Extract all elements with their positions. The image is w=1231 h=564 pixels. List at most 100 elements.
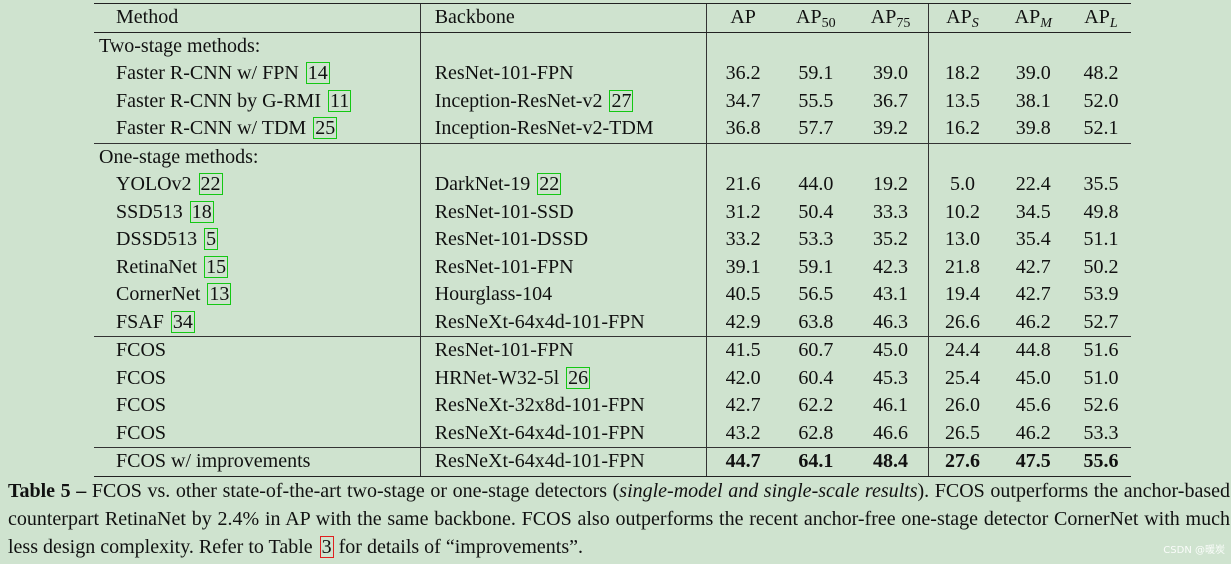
method-cell: FSAF 34 — [94, 309, 420, 337]
table-row: RetinaNet 15 ResNet-101-FPN 39.1 59.1 42.3 21… — [94, 253, 1131, 281]
citation-link[interactable]: 13 — [207, 283, 232, 305]
method-name: FCOS w/ improvements — [116, 450, 311, 472]
backbone-cell: ResNet-101-FPN — [419, 253, 707, 281]
apm-cell: 44.8 — [995, 336, 1071, 365]
aps-cell: 21.8 — [928, 253, 996, 281]
table-row: Faster R-CNN w/ TDM 25 Inception-ResNet-v… — [94, 115, 1131, 143]
table-reference-link[interactable]: 3 — [319, 535, 334, 558]
method-cell: FCOS — [94, 365, 420, 393]
results-table: Method Backbone AP AP50 AP75 APS APM APL… — [94, 3, 1131, 477]
aps-cell: 27.6 — [928, 447, 996, 477]
apl-cell: 50.2 — [1083, 255, 1119, 278]
ap50-cell: 55.5 — [798, 89, 834, 112]
method-name: DSSD513 — [116, 228, 198, 250]
apm-cell: 42.7 — [1015, 255, 1051, 278]
backbone-cell: ResNet-101-DSSD — [419, 226, 707, 254]
table-row: FCOS HRNet-W32-5l 26 42.0 60.4 45.3 25.4 45.0 5… — [94, 364, 1131, 393]
backbone-cell: Hourglass-104 — [419, 281, 707, 309]
method-cell: Faster R-CNN w/ FPN 14 — [94, 60, 420, 88]
apl-cell: 48.2 — [1083, 62, 1119, 84]
citation-link[interactable]: 11 — [328, 89, 352, 112]
table-body: Two-stage methods: Faster R-CNN w/ FPN 14… — [94, 32, 1131, 477]
method-cell: CornerNet 13 — [94, 281, 420, 309]
apm-cell: 35.4 — [1015, 228, 1051, 250]
caption-italic: single-model and single-scale results — [619, 480, 918, 502]
method-name: RetinaNet — [116, 255, 198, 278]
ap50-cell: 44.0 — [798, 173, 834, 195]
table-row: Faster R-CNN by G-RMI 11 Inception-ResNet… — [94, 87, 1131, 116]
method-cell: Faster R-CNN by G-RMI 11 — [94, 88, 420, 116]
apl-cell: 52.7 — [1083, 310, 1119, 333]
ap-cell: 36.2 — [706, 60, 779, 88]
backbone-name: ResNet-101-SSD — [434, 200, 574, 223]
ap75-cell: 43.1 — [873, 283, 909, 305]
citation-link[interactable]: 18 — [189, 200, 214, 223]
header-ap: AP — [706, 3, 779, 33]
method-cell: Faster R-CNN w/ TDM 25 — [94, 115, 420, 143]
apl-cell: 49.8 — [1083, 200, 1119, 223]
caption-label: Table 5 – — [8, 480, 87, 502]
ap-cell: 21.6 — [706, 171, 779, 199]
section-row: One-stage methods: — [94, 142, 1131, 171]
ap-cell: 43.2 — [706, 419, 779, 448]
citation-link[interactable]: 26 — [566, 366, 591, 389]
header-method: Method — [94, 3, 421, 33]
ap-cell: 31.2 — [706, 198, 779, 226]
table-row: YOLOv2 22 DarkNet-19 22 21.6 44.0 19.2 5.0 22.… — [94, 171, 1131, 199]
backbone-cell: ResNeXt-64x4d-101-FPN — [419, 308, 707, 337]
ap-cell: 42.9 — [706, 308, 779, 337]
backbone-name: ResNet-101-FPN — [434, 255, 574, 278]
citation-link[interactable]: 22 — [537, 173, 562, 195]
header-ap50: AP50 — [778, 3, 853, 33]
header-apl: APL — [1070, 3, 1131, 33]
citation-link[interactable]: 14 — [305, 62, 330, 84]
method-cell: DSSD513 5 — [94, 226, 420, 254]
ap50-cell: 62.8 — [798, 421, 834, 444]
citation-link[interactable]: 34 — [170, 310, 195, 333]
aps-cell: 5.0 — [928, 171, 996, 199]
citation-link[interactable]: 15 — [204, 255, 229, 278]
method-cell: FCOS — [94, 392, 420, 420]
ap75-cell: 45.3 — [873, 366, 909, 389]
ap75-cell: 46.3 — [873, 310, 909, 333]
method-name: Faster R-CNN w/ TDM — [116, 117, 307, 139]
table-row: FCOS ResNeXt-64x4d-101-FPN 43.2 62.8 46.6 26.… — [94, 419, 1131, 448]
citation-link[interactable]: 5 — [204, 228, 219, 250]
ap75-cell: 19.2 — [873, 173, 909, 195]
backbone-cell: ResNeXt-64x4d-101-FPN — [419, 447, 707, 477]
method-name: FCOS — [116, 366, 167, 389]
aps-cell: 18.2 — [928, 60, 996, 88]
backbone-name: ResNeXt-64x4d-101-FPN — [434, 450, 645, 472]
caption-text-1: FCOS vs. other state-of-the-art two-stag… — [86, 480, 620, 502]
apl-cell: 52.6 — [1083, 394, 1119, 416]
ap-cell: 34.7 — [706, 87, 779, 115]
aps-cell: 24.4 — [928, 336, 996, 365]
aps-cell: 19.4 — [928, 281, 996, 309]
apl-cell: 53.3 — [1083, 421, 1119, 444]
backbone-cell: HRNet-W32-5l 26 — [419, 364, 707, 392]
watermark: CSDN @暖炭 — [1163, 545, 1225, 556]
backbone-name: ResNet-101-FPN — [434, 339, 574, 361]
section-label: Two-stage methods: — [99, 34, 261, 57]
apl-cell: 52.0 — [1083, 89, 1119, 112]
apl-cell: 51.0 — [1083, 366, 1119, 389]
apl-cell: 55.6 — [1070, 447, 1131, 477]
table-caption: Table 5 – FCOS vs. other state-of-the-ar… — [8, 478, 1230, 561]
ap75-cell: 39.0 — [873, 62, 909, 84]
ap75-cell: 39.2 — [873, 117, 909, 139]
ap50-cell: 53.3 — [798, 228, 834, 250]
citation-link[interactable]: 22 — [198, 173, 223, 195]
section-label: One-stage methods: — [94, 142, 421, 171]
ap75-cell: 42.3 — [873, 255, 909, 278]
ap50-cell: 59.1 — [798, 255, 834, 278]
method-name: FCOS — [116, 339, 167, 361]
ap75-cell: 35.2 — [873, 228, 909, 250]
backbone-name: Inception-ResNet-v2 — [434, 89, 603, 112]
method-cell: FCOS w/ improvements — [94, 447, 421, 477]
citation-link[interactable]: 25 — [313, 117, 338, 139]
ap50-cell: 64.1 — [778, 447, 853, 477]
aps-cell: 10.2 — [928, 198, 996, 226]
apm-cell: 39.8 — [1015, 117, 1051, 139]
caption-text-3: for details of “improvements”. — [333, 535, 584, 558]
citation-link[interactable]: 27 — [609, 89, 634, 112]
